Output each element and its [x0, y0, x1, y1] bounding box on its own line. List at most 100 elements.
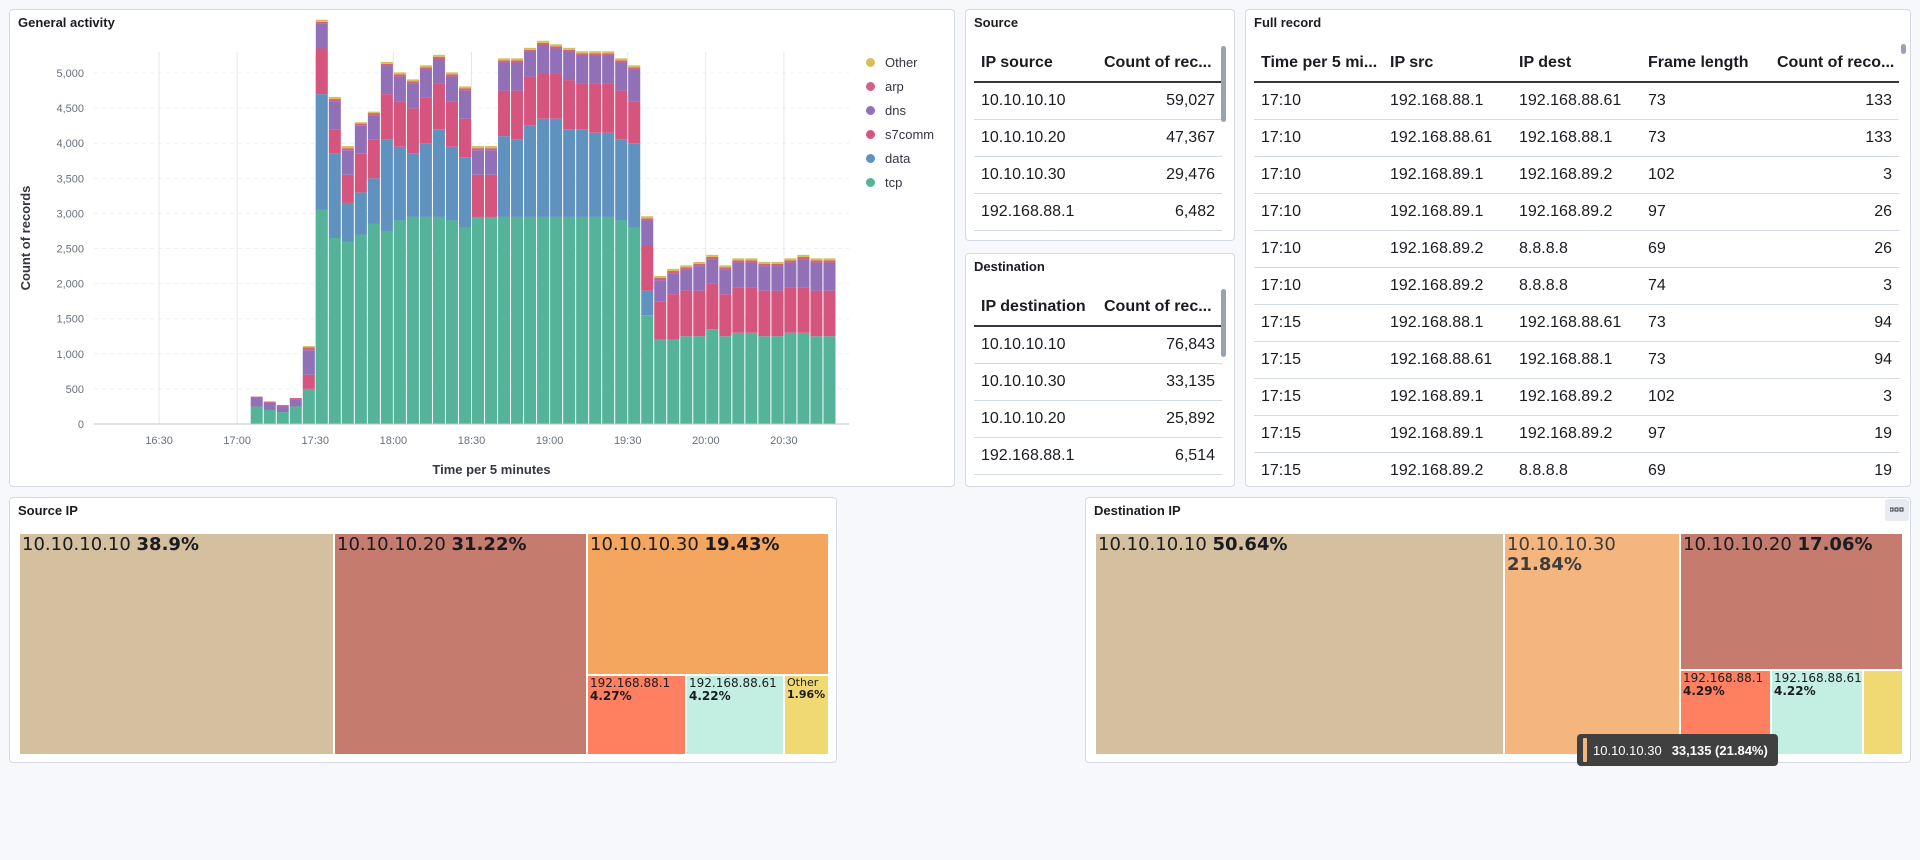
- cell-count: 59,027: [1097, 82, 1222, 120]
- bar-segment-tcp: [302, 388, 315, 424]
- legend-item-data[interactable]: data: [866, 146, 934, 170]
- bar-segment-Other: [615, 58, 628, 61]
- source-ip-panel: Source IP 10.10.10.10 38.9% 10.10.10.20 …: [9, 497, 837, 763]
- bar-segment-arp: [563, 49, 576, 52]
- column-header-count[interactable]: Count of rec...: [1097, 45, 1222, 83]
- bar-segment-dns: [393, 76, 406, 102]
- bar-segment-s7comm: [302, 374, 315, 389]
- cell-time: 17:15: [1254, 452, 1383, 486]
- cell-count: 25,892: [1097, 400, 1222, 438]
- bar-segment-Other: [732, 258, 745, 261]
- bar-segment-data: [380, 139, 393, 231]
- cell-ip-src: 192.168.88.61: [1383, 341, 1512, 379]
- treemap-cell[interactable]: 10.10.10.30 21.84%: [1504, 533, 1680, 755]
- column-header-ip-src[interactable]: IP src: [1383, 45, 1512, 83]
- treemap-cell[interactable]: 10.10.10.20 17.06%: [1680, 533, 1903, 670]
- x-tick-label: 16:30: [145, 435, 173, 447]
- bar-segment-s7comm: [589, 83, 602, 133]
- legend-label: dns: [885, 102, 906, 118]
- bar-segment-dns: [472, 150, 485, 175]
- treemap-cell[interactable]: 10.10.10.10 38.9%: [19, 533, 334, 755]
- bar-segment-s7comm: [576, 83, 589, 130]
- treemap-cell[interactable]: 10.10.10.30 19.43%: [587, 533, 829, 675]
- column-header-count[interactable]: Count of reco...: [1770, 45, 1899, 83]
- bar-segment-data: [354, 192, 367, 235]
- treemap-key: 10.10.10.20: [337, 534, 446, 555]
- bar-segment-arp: [628, 67, 641, 70]
- legend-item-dns[interactable]: dns: [866, 98, 934, 122]
- scrollbar[interactable]: [1901, 44, 1906, 54]
- scrollbar[interactable]: [1221, 46, 1226, 122]
- bar-segment-tcp: [524, 216, 537, 424]
- cell-ip: 192.168.88.1: [974, 437, 1097, 475]
- treemap-value: 50.64%: [1212, 534, 1288, 555]
- bar-segment-Other: [771, 261, 784, 264]
- column-header-ip-destination[interactable]: IP destination: [974, 289, 1097, 327]
- bar-segment-arp: [758, 263, 771, 267]
- column-header-frame-length[interactable]: Frame length: [1641, 45, 1770, 83]
- cell-ip: 10.10.10.30: [974, 156, 1097, 194]
- column-header-time[interactable]: Time per 5 mi...: [1254, 45, 1383, 83]
- bar-segment-dns: [563, 52, 576, 81]
- treemap-cell[interactable]: 192.168.88.61 4.22%: [686, 675, 784, 755]
- table-row: 17:15 192.168.88.61 192.168.88.1 73 94: [1254, 341, 1899, 379]
- bar-segment-s7comm: [784, 287, 797, 333]
- bar-segment-s7comm: [445, 101, 458, 147]
- bar-segment-Other: [302, 346, 315, 348]
- treemap-cell[interactable]: 192.168.88.1 4.27%: [587, 675, 686, 755]
- treemap-value: 1.96%: [787, 688, 826, 702]
- bar-segment-tcp: [693, 336, 706, 424]
- legend-item-other[interactable]: Other: [866, 50, 934, 74]
- cell-time: 17:10: [1254, 119, 1383, 157]
- bar-segment-Other: [485, 146, 498, 149]
- treemap-cell[interactable]: Other 1.96%: [784, 675, 829, 755]
- bar-segment-Other: [576, 51, 589, 54]
- bar-segment-dns: [315, 23, 328, 49]
- bar-segment-data: [615, 139, 628, 221]
- table-row: 17:15 192.168.89.1 192.168.89.2 102 3: [1254, 378, 1899, 416]
- bar-segment-s7comm: [537, 73, 550, 119]
- treemap-value: 19.43%: [704, 534, 780, 555]
- treemap-cell[interactable]: 10.10.10.20 31.22%: [334, 533, 587, 755]
- column-header-count[interactable]: Count of rec...: [1097, 289, 1222, 327]
- x-tick-label: 19:00: [536, 435, 564, 447]
- bar-segment-Other: [472, 146, 485, 149]
- cell-ip-dest: 192.168.89.2: [1512, 378, 1641, 416]
- legend-dot-icon: [866, 153, 875, 163]
- treemap-cell[interactable]: 10.10.10.10 50.64%: [1095, 533, 1504, 755]
- scrollbar[interactable]: [1221, 289, 1226, 357]
- cell-count: 3: [1770, 267, 1899, 305]
- bar-segment-Other: [589, 51, 602, 54]
- legend-label: data: [885, 150, 911, 166]
- y-tick-label: 2,000: [56, 279, 84, 291]
- bar-segment-tcp: [654, 339, 667, 424]
- bar-segment-tcp: [537, 216, 550, 424]
- tooltip-color-marker: [1583, 738, 1587, 762]
- treemap-key: 192.168.88.1: [590, 676, 671, 690]
- column-header-ip-source[interactable]: IP source: [974, 45, 1097, 83]
- bar-segment-s7comm: [550, 73, 563, 119]
- bar-segment-arp: [445, 74, 458, 77]
- cell-ip-dest: 192.168.88.61: [1512, 304, 1641, 342]
- cell-ip-src: 192.168.89.2: [1383, 267, 1512, 305]
- legend-item-tcp[interactable]: tcp: [866, 170, 934, 194]
- panel-options-button[interactable]: [1885, 499, 1909, 521]
- cell-ip: 192.168.88.1: [974, 193, 1097, 231]
- legend-item-arp[interactable]: arp: [866, 74, 934, 98]
- bar-segment-dns: [419, 69, 432, 98]
- treemap-cell[interactable]: [1863, 670, 1903, 755]
- table-row: 17:10 192.168.88.1 192.168.88.61 73 133: [1254, 82, 1899, 120]
- bar-segment-tcp: [289, 406, 302, 424]
- bar-segment-arp: [771, 263, 784, 267]
- source-table: IP source Count of rec... 10.10.10.10 59,…: [974, 45, 1222, 231]
- cell-count: 33,135: [1097, 363, 1222, 401]
- column-header-ip-dest[interactable]: IP dest: [1512, 45, 1641, 83]
- treemap-cell[interactable]: 192.168.88.61 4.22%: [1771, 670, 1863, 755]
- bar-segment-s7comm: [771, 290, 784, 337]
- stacked-bar-chart[interactable]: 0 500 1,000 1,500 2,000 2,500 3,000 3,500 4,000 4…: [10, 10, 955, 487]
- legend-item-s7comm[interactable]: s7comm: [866, 122, 934, 146]
- bar-segment-arp: [250, 396, 263, 399]
- bar-segment-arp: [393, 74, 406, 77]
- bar-segment-dns: [498, 62, 511, 91]
- legend-dot-icon: [866, 81, 875, 91]
